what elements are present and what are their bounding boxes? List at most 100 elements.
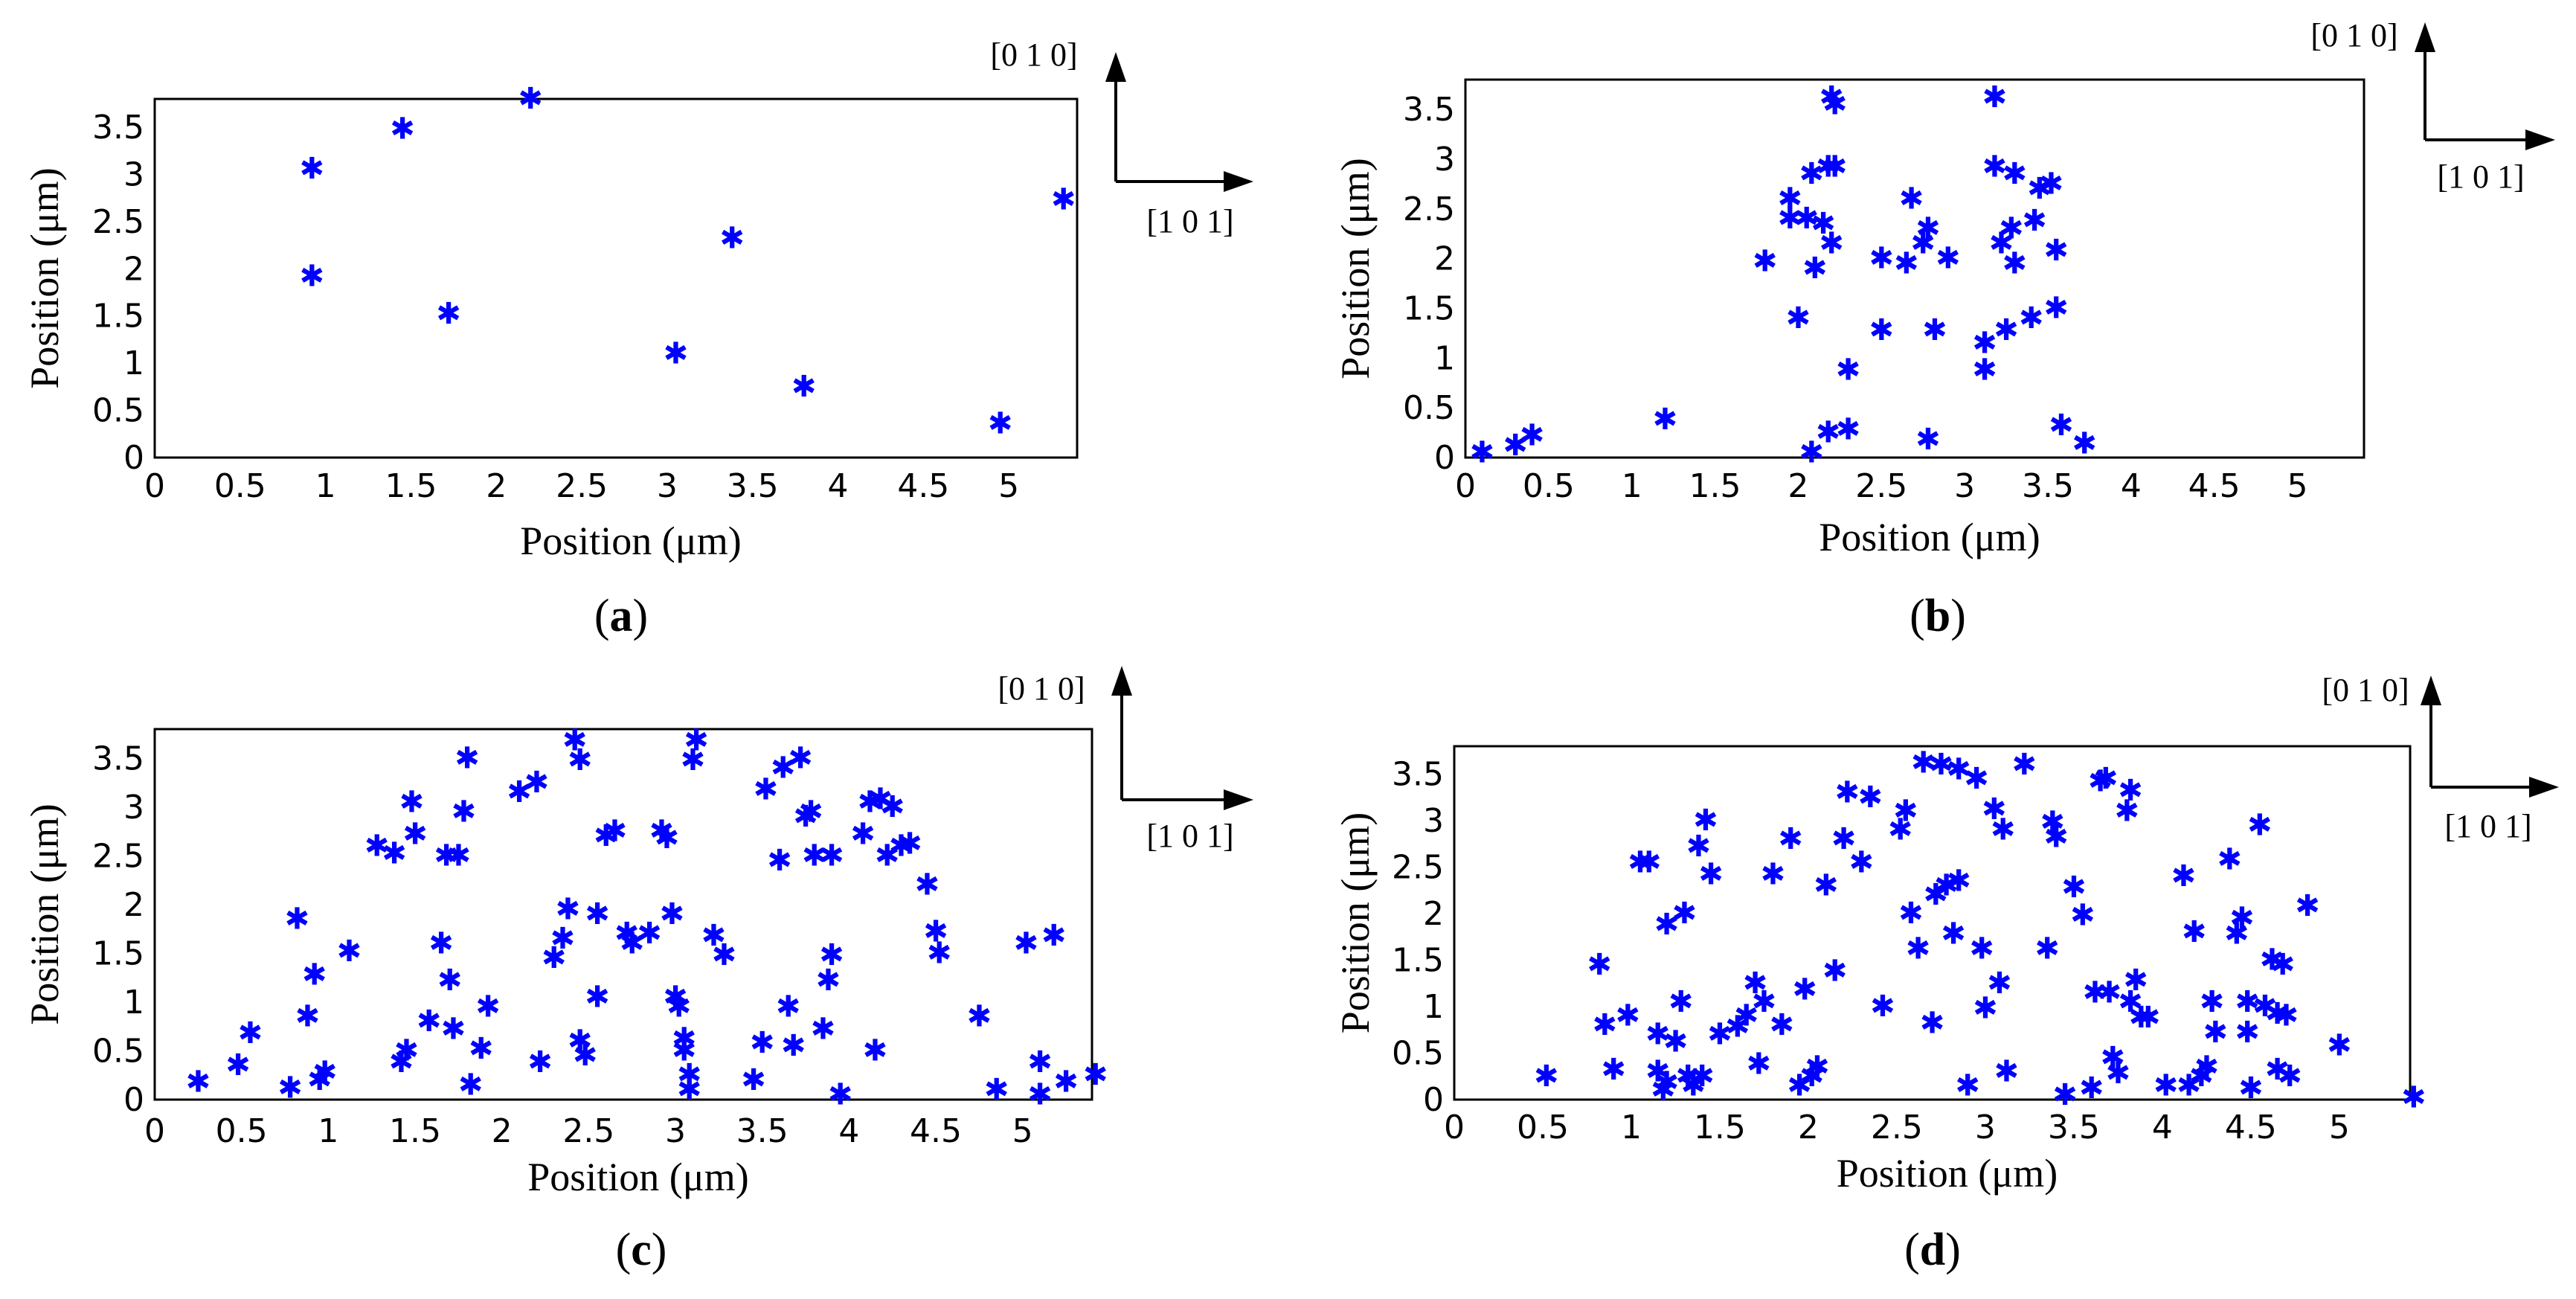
data-point-d: ✱ xyxy=(1857,780,1883,815)
data-point-b: ✱ xyxy=(1653,402,1678,437)
y-tick-label-b: 2 xyxy=(1434,240,1455,278)
data-point-c: ✱ xyxy=(585,897,610,931)
data-point-c: ✱ xyxy=(677,1058,702,1092)
data-point-b: ✱ xyxy=(1836,413,1861,447)
data-point-b: ✱ xyxy=(1922,313,1947,347)
data-point-c: ✱ xyxy=(771,751,796,785)
y-tick-label-b: 3 xyxy=(1434,141,1455,179)
data-point-d: ✱ xyxy=(1743,966,1768,1001)
data-point-c: ✱ xyxy=(550,922,576,956)
data-point-c: ✱ xyxy=(302,958,327,992)
data-point-d: ✱ xyxy=(2088,765,2113,799)
data-point-b: ✱ xyxy=(1982,150,2008,185)
data-point-c: ✱ xyxy=(1041,919,1067,953)
data-point-b: ✱ xyxy=(1799,157,1825,191)
data-point-c: ✱ xyxy=(399,785,425,819)
data-point-c: ✱ xyxy=(434,838,459,873)
data-point-d: ✱ xyxy=(2235,985,2260,1019)
data-point-a: ✱ xyxy=(988,406,1013,440)
data-point-d: ✱ xyxy=(1747,1048,1772,1082)
data-point-d: ✱ xyxy=(1787,1068,1812,1103)
x-tick-label-c: 0 xyxy=(144,1112,165,1150)
data-point-d: ✱ xyxy=(1752,985,1777,1019)
y-tick-label-a: 0 xyxy=(123,439,144,477)
x-tick-label-b: 1.5 xyxy=(1689,467,1741,505)
data-point-c: ✱ xyxy=(573,1039,598,1073)
x-tick-label-b: 2 xyxy=(1788,467,1808,505)
data-point-d: ✱ xyxy=(2203,1016,2228,1050)
data-point-d: ✱ xyxy=(1906,932,1931,966)
data-point-d: ✱ xyxy=(2093,762,2119,796)
data-point-d: ✱ xyxy=(2043,821,2069,855)
data-point-c: ✱ xyxy=(701,919,727,953)
data-point-b: ✱ xyxy=(1822,150,1848,185)
direction-label-101: [1 0 1] xyxy=(2437,158,2524,195)
data-point-c: ✱ xyxy=(637,917,662,951)
data-point-d: ✱ xyxy=(1587,948,1612,982)
data-point-d: ✱ xyxy=(2274,999,2299,1033)
y-tick-label-b: 0.5 xyxy=(1403,389,1455,427)
data-point-d: ✱ xyxy=(2115,795,2140,829)
data-point-d: ✱ xyxy=(1799,1059,1825,1094)
x-tick-label-d: 1 xyxy=(1621,1109,1642,1146)
data-point-d: ✱ xyxy=(2235,1016,2260,1050)
data-point-d: ✱ xyxy=(1593,1008,1618,1042)
y-tick-label-b: 2.5 xyxy=(1403,190,1455,228)
data-point-d: ✱ xyxy=(1805,1050,1830,1084)
data-point-d: ✱ xyxy=(1601,1053,1626,1087)
x-tick-label-a: 1.5 xyxy=(385,467,437,505)
x-tick-label-d: 1.5 xyxy=(1694,1109,1746,1146)
x-tick-label-a: 2.5 xyxy=(556,467,608,505)
data-point-c: ✱ xyxy=(285,902,310,937)
data-point-c: ✱ xyxy=(1014,926,1039,960)
data-point-b: ✱ xyxy=(2043,234,2069,268)
y-tick-label-a: 3 xyxy=(123,155,144,193)
data-point-b: ✱ xyxy=(2002,157,2027,191)
data-point-c: ✱ xyxy=(677,1073,702,1107)
data-point-c: ✱ xyxy=(556,892,581,926)
arrow-right-head-icon xyxy=(2525,129,2555,150)
data-point-b: ✱ xyxy=(1503,429,1528,463)
data-point-d: ✱ xyxy=(1964,762,1989,796)
data-point-c: ✱ xyxy=(428,926,454,960)
data-point-b: ✱ xyxy=(1972,326,1997,360)
data-point-c: ✱ xyxy=(788,741,813,775)
data-point-c: ✱ xyxy=(819,838,844,873)
data-point-d: ✱ xyxy=(1987,966,2012,1001)
direction-label-101: [1 0 1] xyxy=(2444,808,2531,844)
data-point-d: ✱ xyxy=(1637,845,1662,879)
data-point-d: ✱ xyxy=(1814,869,1839,903)
data-point-b: ✱ xyxy=(1811,207,1836,241)
data-point-d: ✱ xyxy=(1911,746,1936,780)
data-point-d: ✱ xyxy=(1680,1068,1706,1103)
data-point-d: ✱ xyxy=(2106,1056,2131,1091)
x-tick-label-c: 2 xyxy=(492,1112,513,1150)
x-tick-label-d: 2 xyxy=(1798,1109,1819,1146)
y-tick-label-b: 0 xyxy=(1434,439,1455,477)
data-point-c: ✱ xyxy=(781,1029,806,1063)
y-tick-label-c: 1.5 xyxy=(92,934,144,972)
data-point-c: ✱ xyxy=(828,1077,853,1112)
data-point-c: ✱ xyxy=(603,815,628,849)
data-point-d: ✱ xyxy=(1991,813,2016,847)
data-point-d: ✱ xyxy=(1898,897,1924,931)
y-tick-label-d: 0 xyxy=(1423,1081,1444,1119)
arrow-up-head-icon xyxy=(2415,22,2435,52)
data-point-d: ✱ xyxy=(2238,1071,2264,1106)
x-tick-label-c: 1.5 xyxy=(389,1112,441,1150)
data-point-d: ✱ xyxy=(2177,1068,2202,1103)
data-point-b: ✱ xyxy=(1802,251,1828,286)
data-point-d: ✱ xyxy=(1778,822,1803,856)
x-tick-label-a: 3 xyxy=(657,467,678,505)
data-point-c: ✱ xyxy=(186,1065,211,1099)
data-point-c: ✱ xyxy=(295,1000,321,1034)
data-point-a: ✱ xyxy=(300,152,325,186)
data-point-c: ✱ xyxy=(527,1045,553,1080)
data-point-d: ✱ xyxy=(2182,915,2207,949)
y-tick-label-c: 2.5 xyxy=(92,837,144,875)
data-point-d: ✱ xyxy=(1734,999,1759,1033)
data-point-c: ✱ xyxy=(620,926,645,960)
y-tick-label-c: 0.5 xyxy=(92,1032,144,1070)
data-point-c: ✱ xyxy=(897,827,922,862)
data-point-c: ✱ xyxy=(776,990,801,1024)
